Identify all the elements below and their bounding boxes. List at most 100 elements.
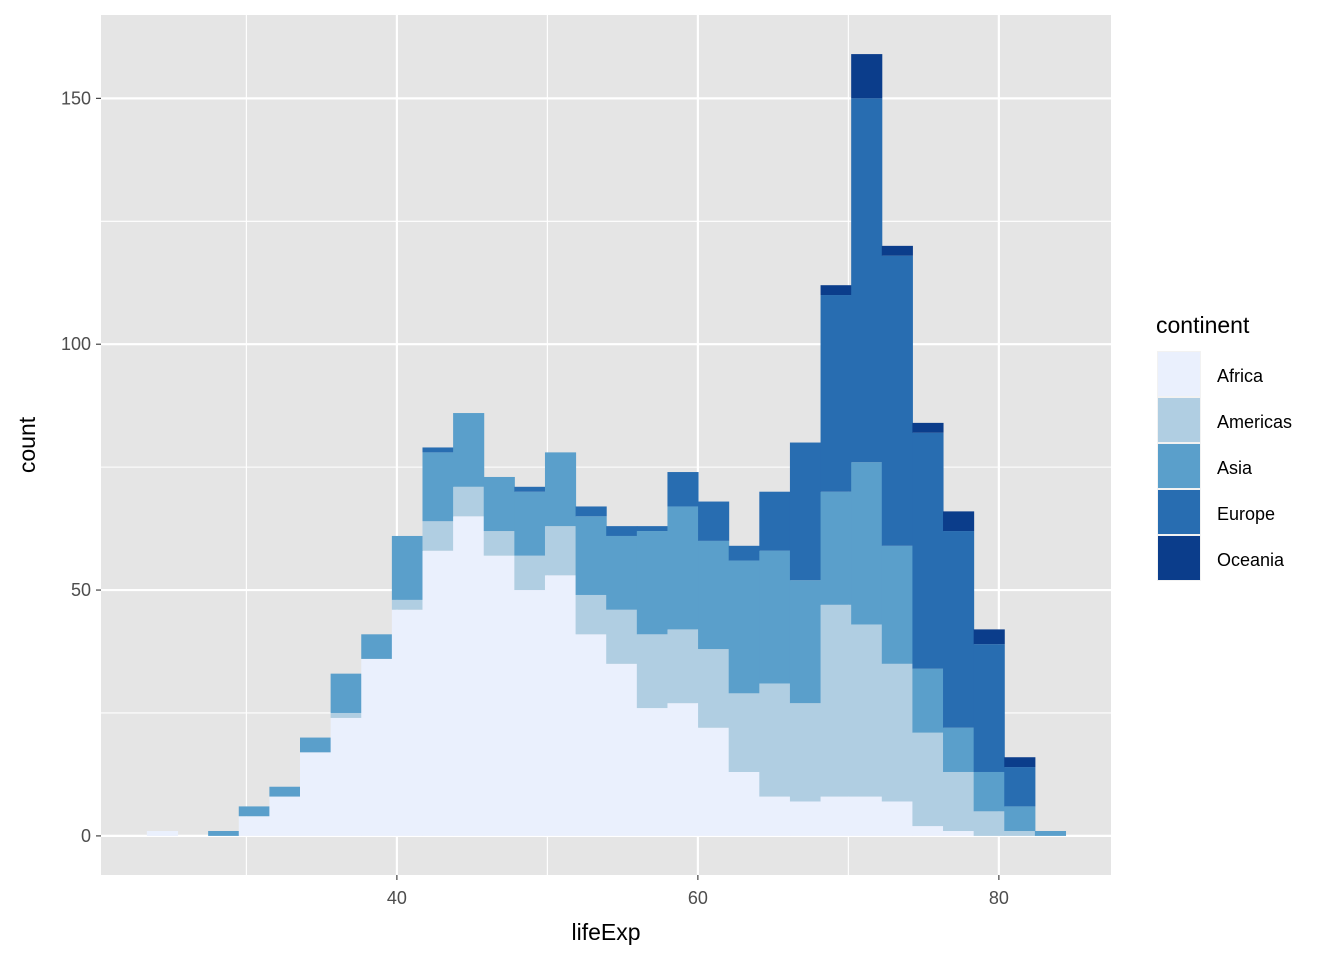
bar-africa (698, 727, 730, 836)
bar-africa (453, 516, 485, 836)
bar-asia (636, 531, 668, 635)
bar-africa (759, 796, 791, 836)
bar-africa (300, 752, 332, 836)
bar-americas (943, 771, 975, 831)
bar-asia (238, 806, 270, 817)
bar-africa (636, 708, 668, 836)
bar-africa (361, 658, 393, 836)
bar-asia (759, 550, 791, 684)
bar-americas (698, 649, 730, 728)
bar-europe (575, 506, 607, 517)
bar-asia (269, 786, 301, 797)
bar-americas (1004, 830, 1036, 836)
legend-label: Americas (1217, 412, 1292, 432)
bar-africa (544, 575, 577, 836)
bar-americas (544, 526, 577, 576)
bar-europe (514, 486, 546, 492)
legend-key-americas (1158, 398, 1200, 442)
bar-americas (881, 663, 913, 802)
bar-oceania (820, 285, 852, 296)
bar-americas (606, 609, 638, 664)
bar-oceania (1004, 757, 1036, 768)
bar-africa (728, 771, 760, 836)
bar-oceania (943, 511, 975, 532)
bar-europe (851, 98, 883, 463)
x-axis: 40 60 80 (387, 875, 1009, 908)
bar-asia (851, 462, 883, 625)
bar-asia (300, 737, 332, 753)
bar-asia (575, 516, 607, 595)
bar-asia (1004, 806, 1036, 831)
bar-europe (422, 447, 454, 453)
y-tick-label: 50 (71, 580, 91, 600)
bar-africa (881, 801, 913, 836)
bar-oceania (881, 245, 913, 256)
legend-label: Asia (1217, 458, 1253, 478)
bar-asia (820, 491, 852, 605)
legend-key-oceania (1158, 536, 1200, 580)
y-axis: 0 50 100 150 (61, 88, 101, 846)
bar-africa (943, 830, 975, 836)
bar-asia (544, 452, 577, 527)
bar-americas (789, 703, 822, 802)
bar-africa (667, 703, 699, 836)
bar-africa (391, 609, 423, 836)
bar-americas (575, 594, 607, 635)
bar-asia (912, 668, 944, 733)
bar-africa (789, 801, 822, 836)
x-tick-label: 40 (387, 888, 407, 908)
bar-asia (698, 540, 730, 650)
bar-americas (483, 531, 515, 556)
bar-americas (514, 555, 546, 591)
bar-asia (391, 535, 423, 600)
bar-asia (606, 535, 638, 610)
bar-europe (789, 442, 822, 581)
bar-europe (636, 526, 668, 532)
bar-europe (667, 472, 699, 507)
bar-africa (606, 663, 638, 836)
x-tick-label: 80 (989, 888, 1009, 908)
bar-asia (514, 491, 546, 556)
bar-americas (820, 604, 852, 797)
bar-americas (422, 521, 454, 551)
bar-asia (667, 506, 699, 630)
bar-europe (973, 644, 1005, 772)
legend-label: Africa (1217, 366, 1264, 386)
bar-asia (881, 545, 913, 664)
bar-americas (636, 634, 668, 709)
legend-label: Europe (1217, 504, 1275, 524)
bar-africa (422, 550, 454, 836)
bar-asia (1034, 830, 1067, 836)
bar-europe (881, 255, 913, 546)
bar-europe (943, 531, 975, 728)
bar-africa (575, 634, 607, 836)
bar-americas (973, 811, 1005, 836)
bar-africa (483, 555, 515, 836)
bar-americas (391, 599, 423, 610)
bar-americas (453, 486, 485, 517)
bar-oceania (912, 422, 944, 433)
legend: continent Africa Americas Asia Europe Oceani… (1156, 312, 1292, 581)
bar-asia (330, 673, 362, 713)
y-axis-title: count (14, 416, 40, 473)
x-tick-label: 60 (688, 888, 708, 908)
bar-africa (912, 826, 944, 836)
bar-europe (1004, 767, 1036, 807)
bar-americas (667, 629, 699, 704)
y-tick-label: 150 (61, 88, 91, 108)
y-tick-label: 100 (61, 334, 91, 354)
bar-africa (514, 590, 546, 836)
legend-key-africa (1158, 352, 1200, 396)
bar-europe (606, 526, 638, 536)
legend-key-asia (1158, 444, 1200, 488)
bar-africa (146, 830, 179, 836)
bar-africa (330, 717, 362, 836)
bar-asia (483, 476, 515, 532)
bar-asia (208, 830, 240, 836)
bar-asia (453, 413, 485, 487)
bar-europe (698, 501, 730, 541)
bar-europe (728, 545, 760, 561)
bar-asia (422, 452, 454, 522)
bar-asia (728, 560, 760, 694)
bar-africa (820, 796, 852, 836)
